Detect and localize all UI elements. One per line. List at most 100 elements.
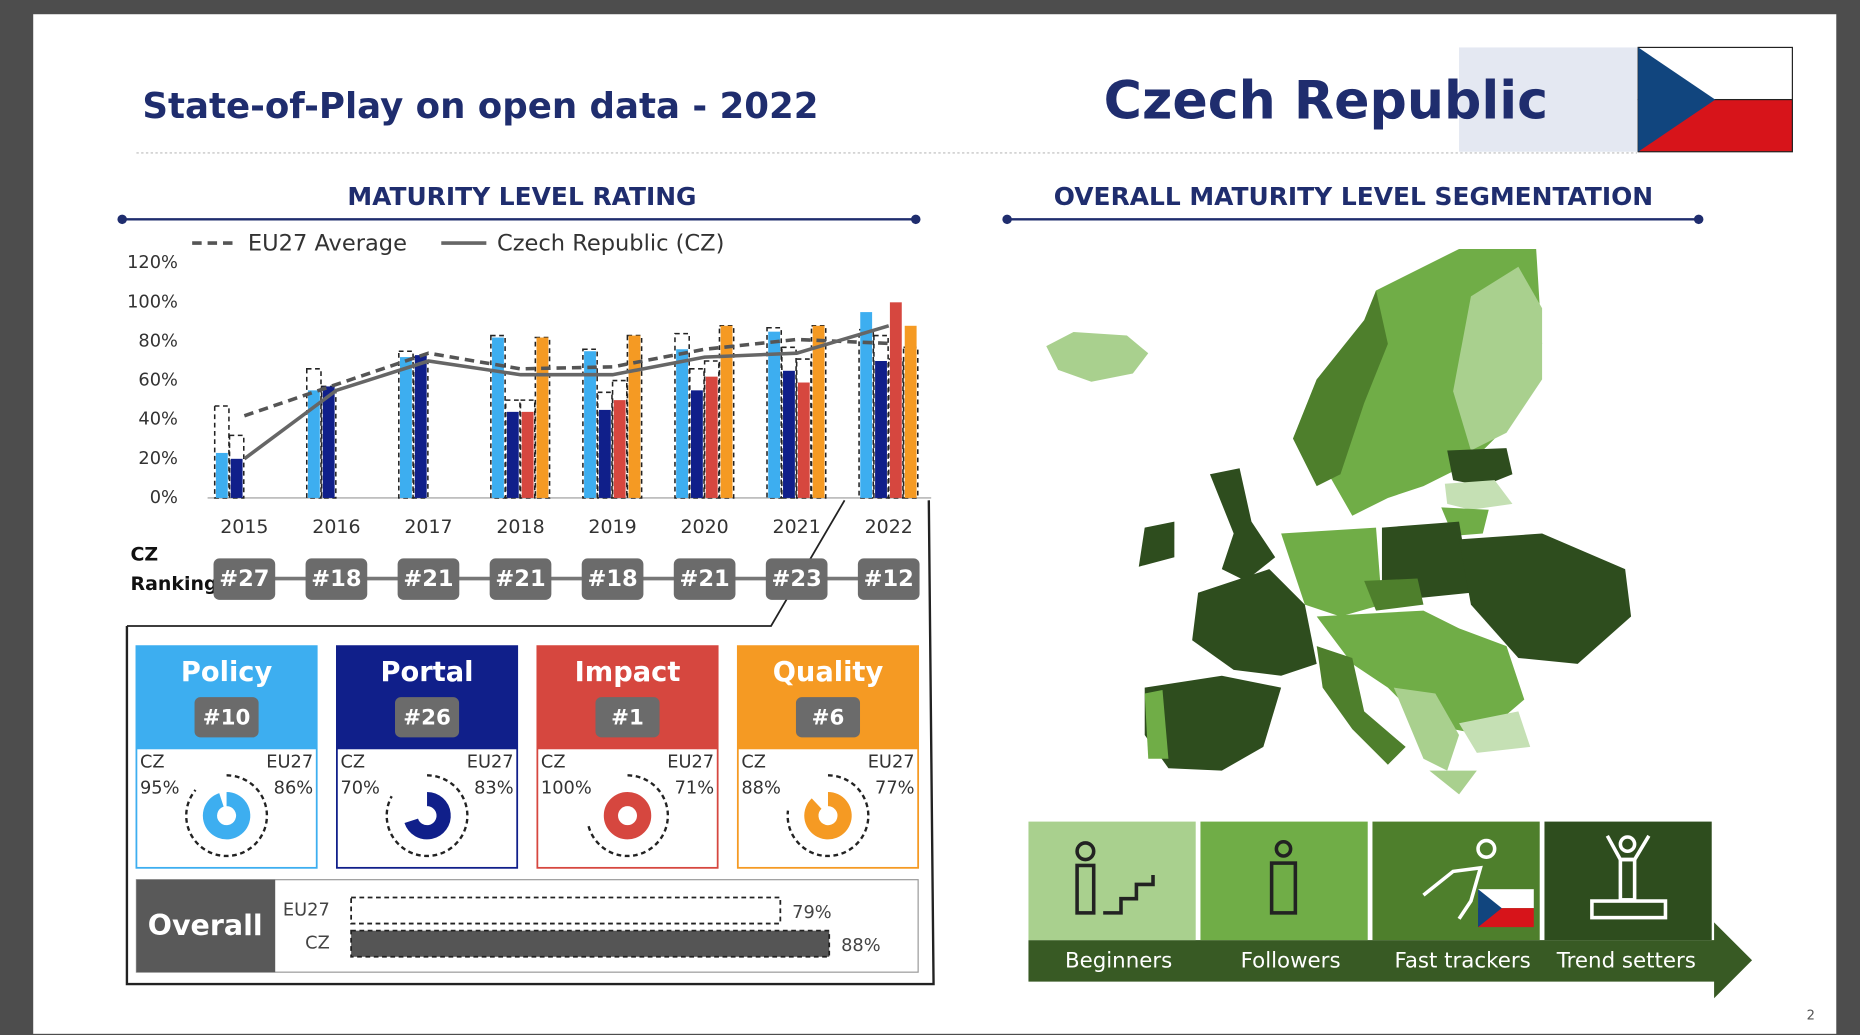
map-region: [1364, 578, 1424, 611]
dimension-name: Quality: [773, 657, 884, 688]
map-region: [1281, 527, 1382, 617]
ranking-value: #21: [495, 566, 545, 592]
icon-part: [1422, 865, 1483, 920]
line-series: [243, 324, 890, 461]
europe-map: [1046, 248, 1632, 795]
slide-title: State-of-Play on open data - 2022: [142, 86, 818, 127]
y-tick-label: 100%: [127, 291, 178, 312]
bar: [536, 337, 549, 498]
map-region: [1046, 331, 1149, 382]
line-series: [243, 337, 889, 418]
beginners-icon: [1075, 841, 1155, 915]
dimension-name: Portal: [381, 657, 474, 688]
eu-ring: [587, 774, 670, 858]
dimension-rank: #26: [403, 705, 451, 730]
map-region: [1444, 480, 1513, 510]
legend-label: EU27 Average: [248, 231, 407, 257]
followers-icon: [1269, 839, 1298, 915]
bar: [307, 390, 320, 498]
eu-value: 83%: [474, 777, 514, 798]
flag-small-blue: [1478, 889, 1502, 928]
eu-label: EU27: [667, 751, 714, 772]
overall-bar: [350, 929, 831, 958]
ranking-value: #18: [587, 566, 637, 592]
ranking-pill: [305, 558, 368, 600]
trend-setters-icon: [1590, 834, 1668, 920]
dimension-rank-pill: [795, 697, 861, 738]
cz-ring: [804, 791, 852, 840]
bar: [613, 400, 626, 498]
rule-dot: [1693, 214, 1704, 225]
bar: [768, 331, 781, 498]
fast-trackers-icon: [1422, 838, 1534, 928]
eu-value: 71%: [675, 777, 715, 798]
map-region: [1316, 646, 1406, 765]
y-tick-label: 0%: [150, 487, 178, 508]
icon-part: [1274, 839, 1293, 858]
bar: [904, 325, 917, 498]
bar: [215, 452, 228, 498]
dimension-rank-pill: [595, 697, 660, 738]
rule-dot: [117, 214, 127, 225]
bar: [492, 337, 504, 498]
dimension-rank-pill: [194, 697, 259, 738]
level-box: [1200, 821, 1368, 941]
level-box: [1028, 821, 1196, 941]
callout-line: [126, 499, 846, 627]
eu-ring: [786, 774, 870, 858]
rule-dot: [911, 214, 921, 225]
bar: [812, 325, 825, 498]
ranking-value: #21: [403, 566, 453, 592]
bar: [322, 386, 335, 498]
legend-label: Czech Republic (CZ): [497, 231, 724, 257]
bar: [720, 325, 733, 498]
dimension-rank-pill: [395, 697, 460, 738]
cz-label: CZ: [140, 751, 165, 772]
y-tick-label: 120%: [127, 252, 178, 273]
x-tick-label: 2016: [312, 516, 360, 538]
ranking-pill: [489, 558, 552, 600]
bar: [690, 390, 703, 498]
overall-value: 79%: [792, 902, 832, 923]
dimension-rank: #10: [203, 705, 251, 730]
cz-label: CZ: [741, 751, 766, 772]
section-title: MATURITY LEVEL RATING: [347, 182, 696, 211]
bar: [230, 458, 243, 498]
eu-value: 86%: [274, 777, 314, 798]
callout-frame: [125, 500, 935, 986]
bar: [506, 411, 519, 498]
icon-part: [1075, 863, 1096, 915]
dimension-rank: #6: [812, 705, 845, 730]
map-region: [1192, 569, 1317, 676]
bar: [797, 382, 810, 498]
map-region: [1459, 533, 1632, 664]
ranking-value: #27: [219, 566, 269, 592]
header-decoration: [1459, 47, 1640, 152]
level-label: Followers: [1241, 948, 1341, 973]
map-region: [1144, 690, 1169, 759]
map-region: [1316, 610, 1525, 736]
bar: [705, 376, 718, 498]
ranking-pill: [857, 558, 920, 600]
level-label: Trend setters: [1556, 948, 1696, 973]
eu-label: EU27: [868, 751, 915, 772]
eu27-bar-outline: [534, 336, 551, 499]
x-tick-label: 2017: [404, 516, 452, 538]
overall-bar: [350, 896, 782, 925]
y-tick-label: 20%: [138, 448, 178, 469]
eu-ring: [385, 774, 469, 858]
y-tick-label: 80%: [138, 330, 178, 351]
map-region: [1292, 290, 1388, 487]
cz-value: 100%: [541, 777, 592, 798]
page-number: 2: [1807, 1009, 1815, 1024]
bar: [521, 411, 534, 498]
ranking-pill: [397, 558, 460, 600]
eu27-bar-outline: [320, 385, 337, 499]
ranking-label: CZ: [130, 543, 158, 565]
x-tick-label: 2018: [496, 516, 544, 538]
x-tick-label: 2022: [865, 516, 913, 538]
overall-row-label: EU27: [283, 900, 330, 921]
icon-part: [1075, 841, 1096, 862]
eu-ring: [185, 774, 269, 858]
